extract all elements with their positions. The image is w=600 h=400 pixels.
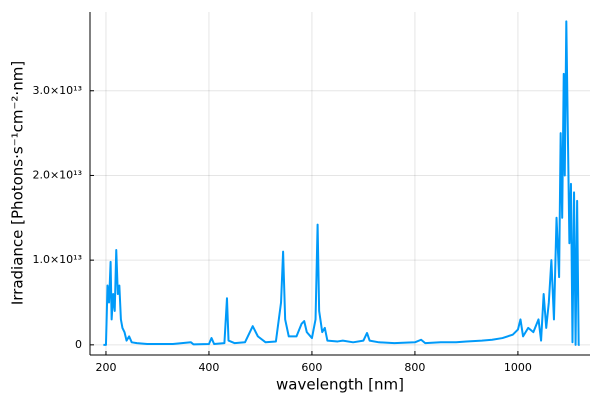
y-tick-label: 3.0×10¹³ — [32, 84, 82, 97]
x-tick-label: 400 — [198, 361, 219, 374]
y-tick-label: 0 — [75, 338, 82, 351]
data-line — [103, 20, 580, 346]
y-tick-label: 2.0×10¹³ — [32, 168, 82, 181]
y-tick-label: 1.0×10¹³ — [32, 253, 82, 266]
x-tick-label: 800 — [404, 361, 425, 374]
x-axis-label: wavelength [nm] — [276, 376, 404, 394]
x-tick-label: 600 — [301, 361, 322, 374]
x-tick-label: 200 — [95, 361, 116, 374]
y-axis-label: Irradiance [Photons·s⁻¹cm⁻²·nm] — [9, 61, 27, 305]
x-tick-label: 1000 — [504, 361, 532, 374]
